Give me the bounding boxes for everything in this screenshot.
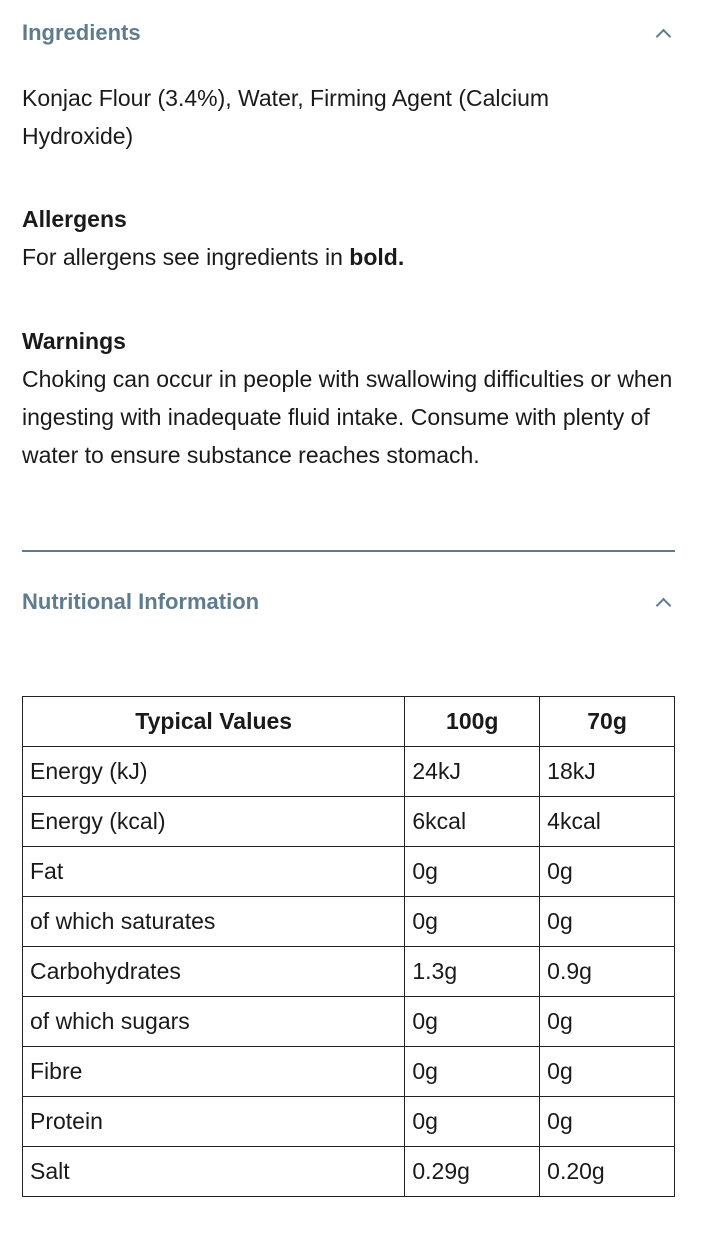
value-70g: 0g bbox=[539, 846, 675, 897]
value-100g: 0g bbox=[404, 846, 541, 897]
value-70g: 0.20g bbox=[539, 1146, 675, 1197]
nutrient-name: Energy (kJ) bbox=[21, 746, 406, 797]
table-row: of which saturates 0g 0g bbox=[21, 896, 675, 947]
nutrient-name: of which saturates bbox=[21, 896, 406, 947]
value-100g: 0g bbox=[404, 996, 541, 1047]
nutrient-name: Carbohydrates bbox=[21, 946, 406, 997]
allergens-text-body: For allergens see ingredients in bbox=[22, 244, 350, 270]
ingredients-title: Ingredients bbox=[22, 20, 141, 45]
warnings-text: Choking can occur in people with swallow… bbox=[22, 366, 673, 468]
header-100g: 100g bbox=[404, 696, 541, 747]
nutrition-title: Nutritional Information bbox=[22, 589, 260, 614]
value-100g: 0g bbox=[404, 1046, 541, 1097]
nutrient-name: of which sugars bbox=[21, 996, 406, 1047]
header-typical-values: Typical Values bbox=[21, 696, 406, 747]
nutrient-name: Energy (kcal) bbox=[21, 796, 406, 847]
section-divider bbox=[22, 550, 675, 552]
nutrient-name: Salt bbox=[21, 1146, 406, 1197]
table-row: Energy (kcal) 6kcal 4kcal bbox=[21, 796, 675, 847]
value-100g: 6kcal bbox=[404, 796, 541, 847]
value-100g: 0g bbox=[404, 896, 541, 947]
value-70g: 0.9g bbox=[539, 946, 675, 997]
nutrient-name: Fibre bbox=[21, 1046, 406, 1097]
header-70g: 70g bbox=[539, 696, 675, 747]
ingredients-text: Konjac Flour (3.4%), Water, Firming Agen… bbox=[22, 85, 550, 149]
nutrient-name: Fat bbox=[21, 846, 406, 897]
value-100g: 1.3g bbox=[404, 946, 541, 997]
table-row: Energy (kJ) 24kJ 18kJ bbox=[21, 746, 675, 797]
table-row: Protein 0g 0g bbox=[21, 1096, 675, 1147]
table-row: Carbohydrates 1.3g 0.9g bbox=[21, 946, 675, 997]
allergens-bold: bold. bbox=[349, 244, 405, 270]
warnings-title: Warnings bbox=[22, 328, 126, 354]
chevron-up-icon[interactable] bbox=[655, 597, 672, 613]
allergens-text: For allergens see ingredients in bold. bbox=[22, 238, 682, 276]
table-row: Fibre 0g 0g bbox=[21, 1046, 675, 1097]
value-70g: 0g bbox=[539, 1046, 675, 1097]
table-row: Salt 0.29g 0.20g bbox=[21, 1146, 675, 1197]
value-70g: 0g bbox=[539, 996, 675, 1047]
chevron-up-icon[interactable] bbox=[655, 28, 672, 44]
ingredients-accordion-header[interactable]: Ingredients bbox=[22, 18, 675, 48]
value-100g: 24kJ bbox=[404, 746, 541, 797]
table-header-row: Typical Values 100g 70g bbox=[21, 696, 675, 747]
value-100g: 0g bbox=[404, 1096, 541, 1147]
nutrition-accordion-header[interactable]: Nutritional Information bbox=[22, 587, 675, 617]
value-100g: 0.29g bbox=[404, 1146, 541, 1197]
value-70g: 0g bbox=[539, 896, 675, 947]
value-70g: 0g bbox=[539, 1096, 675, 1147]
table-row: Fat 0g 0g bbox=[21, 846, 675, 897]
allergens-title: Allergens bbox=[22, 206, 127, 232]
nutrient-name: Protein bbox=[21, 1096, 406, 1147]
value-70g: 18kJ bbox=[539, 746, 675, 797]
value-70g: 4kcal bbox=[539, 796, 675, 847]
table-row: of which sugars 0g 0g bbox=[21, 996, 675, 1047]
nutrition-table: Typical Values 100g 70g Energy (kJ) 24kJ 1… bbox=[21, 696, 675, 1197]
